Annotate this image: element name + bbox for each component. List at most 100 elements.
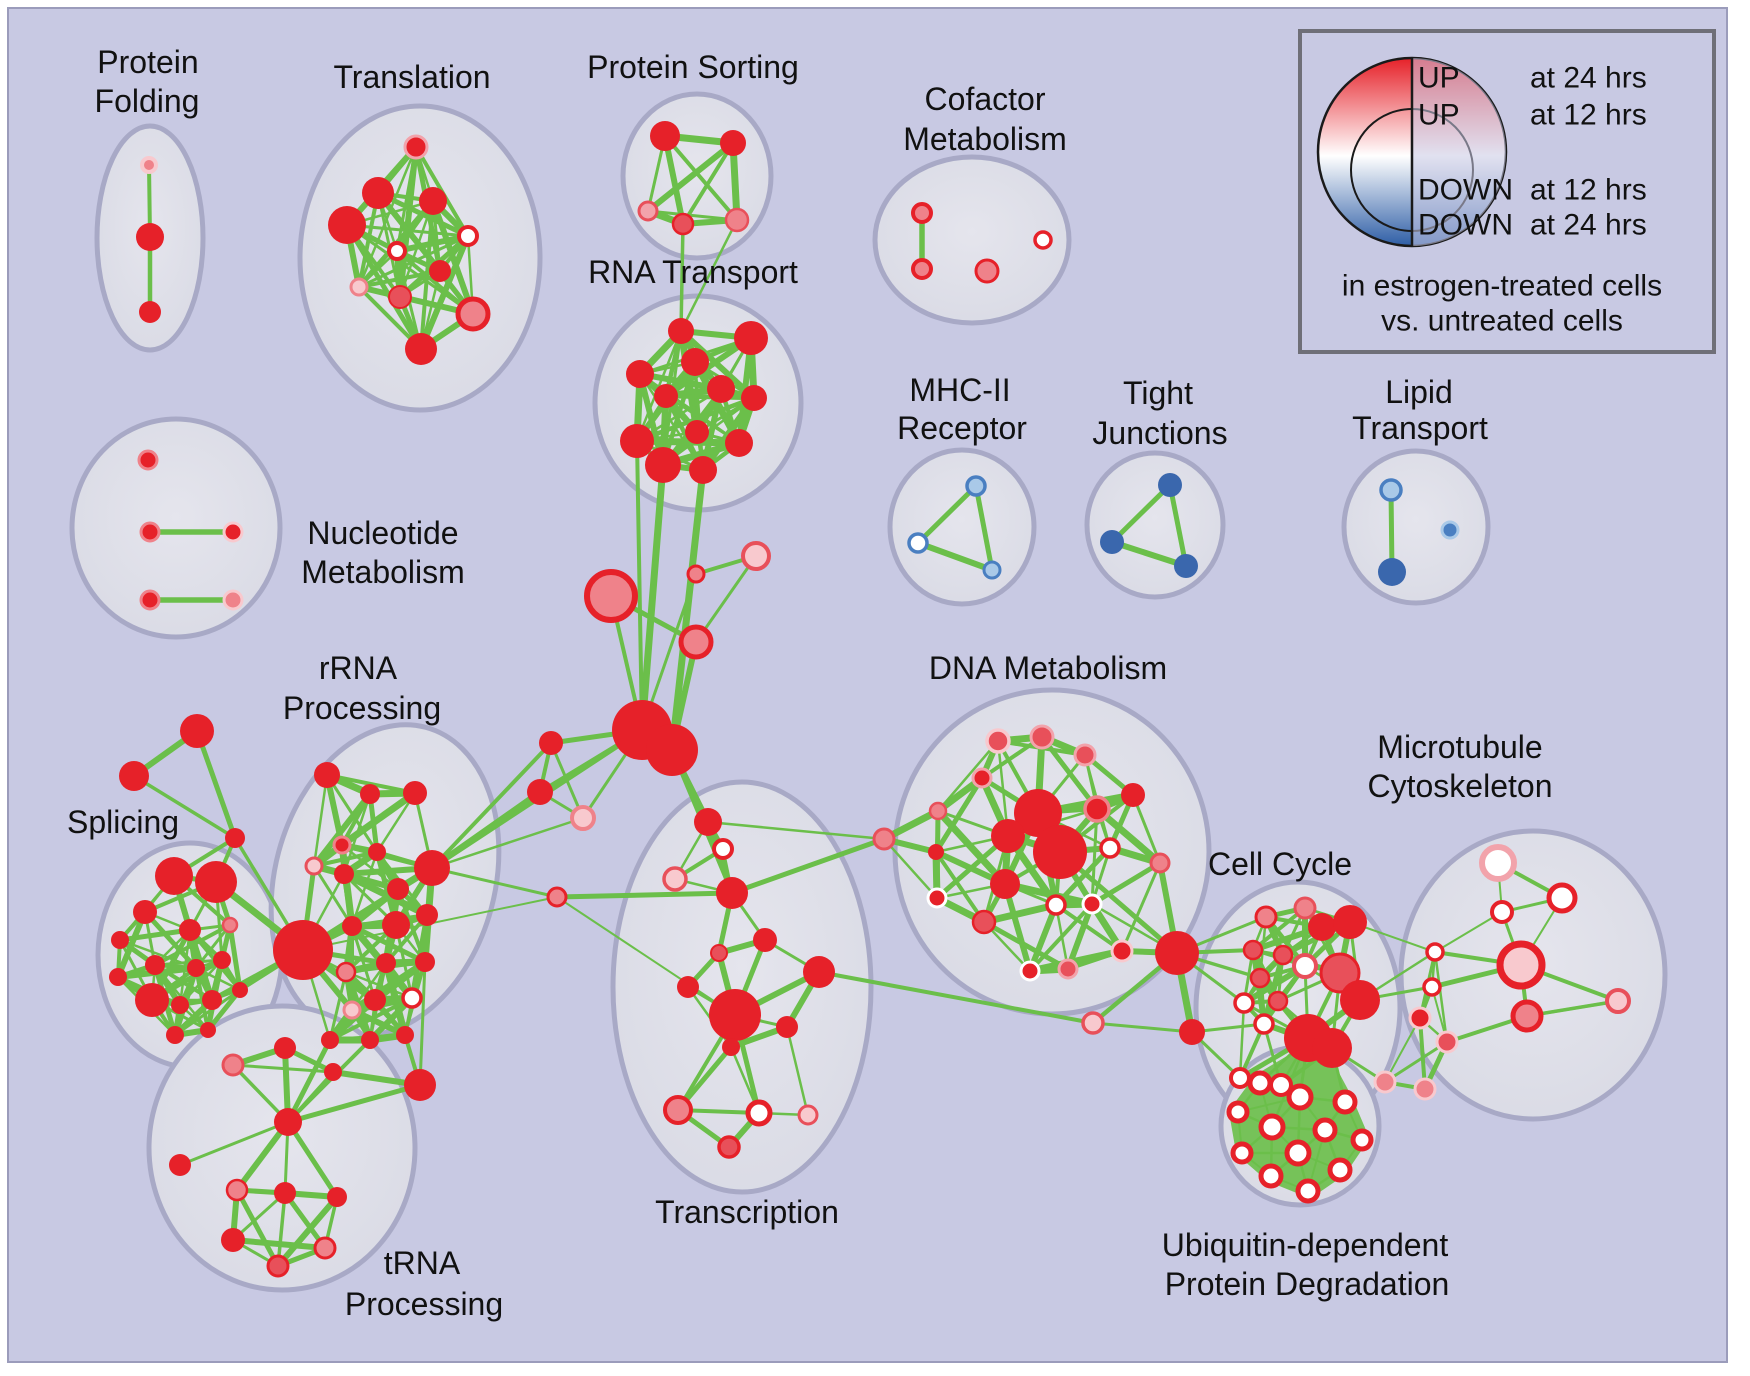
gene-node-splicing [135,983,169,1017]
network-edge-cell-cycle [1238,1001,1246,1080]
gene-node-cell-cycle [1340,980,1380,1020]
cluster-label-transcription: Transcription [655,1194,839,1230]
gene-node-splicing [166,1026,184,1044]
gene-node-trna-processing [404,1069,436,1101]
cluster-label-ubiquitin-degradation: Protein Degradation [1165,1266,1450,1302]
gene-node-rna-transport [685,420,709,444]
gene-node-nucleotide-metabolism [139,521,161,543]
gene-node-cell-cycle [1249,967,1271,989]
gene-node-rrna-processing [382,911,410,939]
gene-node-lipid-transport [1379,478,1403,502]
gene-node-splicing [179,919,201,941]
legend-time-label: at 12 hrs [1530,174,1647,207]
cluster-ellipse-cofactor-metabolism [872,154,1072,326]
gene-node-cell-cycle [1272,944,1294,966]
network-edge-translation [357,234,470,289]
cluster-label-microtubule-cytoskeleton: Microtubule [1377,729,1542,765]
network-edge-rrna-processing [349,1007,408,1038]
network-edge-translation [344,222,424,352]
gene-node-splicing [200,1022,216,1038]
gene-node-cell-cycle [1308,913,1336,941]
legend-layer: UP at 24 hrs UP at 12 hrs DOWN at 12 hrs DOWN a… [1298,29,1716,354]
gene-node-splicing [171,996,189,1014]
gene-node-cell-cycle [1333,905,1367,939]
network-edge-protein-sorting [663,134,739,222]
gene-node-cell-cycle [1254,905,1278,929]
gene-node-rrna-processing [332,835,352,855]
network-edge-microtubule-cytoskeleton [1433,950,1449,1044]
gene-node-connector [686,564,706,584]
gene-node-splicing [221,916,239,934]
gene-node-rrna-processing [360,784,380,804]
gene-node-cofactor-metabolism [974,258,1000,284]
network-edge-rrna-processing [312,773,329,868]
network-edge-splicing [227,922,243,993]
gene-node-splicing [187,959,205,977]
network-edge-bridge [817,970,1095,1025]
gene-node-splicing [145,955,165,975]
gene-node-rna-transport [707,375,735,403]
gene-node-dna-metabolism [1033,825,1087,879]
gene-node-connector [646,724,698,776]
cluster-label-trna-processing: tRNA [384,1245,461,1281]
network-edge-protein-sorting [681,141,735,226]
gene-node-dna-metabolism [1121,783,1145,807]
network-edge-dna-metabolism [934,807,1009,888]
gene-node-dna-metabolism [971,909,997,935]
legend-caption: in estrogen-treated cells [1342,270,1662,303]
gene-node-connector [584,569,638,623]
gene-node-rrna-processing [376,953,396,973]
cluster-label-mhc-ii-receptor: Receptor [897,410,1027,446]
network-edge-bridge [285,1037,333,1125]
gene-node-dna-metabolism [1029,724,1055,750]
network-edge-microtubule-cytoskeleton [1418,1016,1427,1091]
gene-node-transcription [776,1016,798,1038]
gene-node-connector [169,1154,191,1176]
gene-node-rrna-processing [304,856,324,876]
gene-node-microtubule-cytoskeleton [1479,844,1517,882]
cluster-ellipse-mhc-ii-receptor [887,447,1037,607]
gene-node-dna-metabolism [1057,958,1079,980]
network-edge-rna-transport [678,328,757,401]
cluster-ellipse-nucleotide-metabolism [69,416,283,640]
gene-node-nucleotide-metabolism [139,589,161,611]
gene-node-translation [455,296,491,332]
network-edge-rrna-processing [328,970,348,1042]
network-edge-splicing [173,988,242,1037]
gene-node-connector [180,714,214,748]
network-edge-dna-metabolism [980,901,1060,926]
gene-node-transcription [745,1099,773,1127]
gene-node-dna-metabolism [926,887,948,909]
gene-node-translation [429,260,451,282]
gene-node-rna-transport [626,360,654,388]
gene-node-splicing [155,857,193,895]
gene-node-connector [527,779,553,805]
network-edge-bridge [729,836,887,896]
gene-node-microtubule-cytoskeleton [1422,977,1442,997]
network-edge-bridge [706,820,886,841]
gene-node-rrna-processing [273,920,333,980]
network-edge-dna-metabolism [981,919,1071,972]
network-edge-dna-metabolism [1120,861,1162,953]
network-edge-bridge [285,1082,423,1125]
gene-node-protein-sorting [724,207,750,233]
node-layer [109,121,1631,1278]
gene-node-trna-processing [266,1254,290,1278]
gene-node-transcription [709,989,761,1041]
gene-node-dna-metabolism [1045,894,1067,916]
cluster-label-rna-transport: RNA Transport [588,254,798,290]
gene-node-ubiquitin-degradation [1258,1113,1286,1141]
gene-node-transcription [717,1135,741,1159]
cluster-label-dna-metabolism: DNA Metabolism [929,650,1167,686]
gene-node-ubiquitin-degradation [1327,1157,1353,1183]
gene-node-lipid-transport [1440,520,1460,540]
gene-node-rna-transport [725,429,753,457]
network-edge-bridge [973,483,995,573]
network-edge-translation [394,233,471,254]
legend-status-label: DOWN [1418,209,1513,242]
gene-node-ubiquitin-degradation [1226,1100,1250,1124]
gene-node-microtubule-cytoskeleton [1546,882,1578,914]
gene-node-rna-transport [734,321,768,355]
gene-node-rrna-processing [396,1026,414,1044]
gene-node-connector [119,761,149,791]
